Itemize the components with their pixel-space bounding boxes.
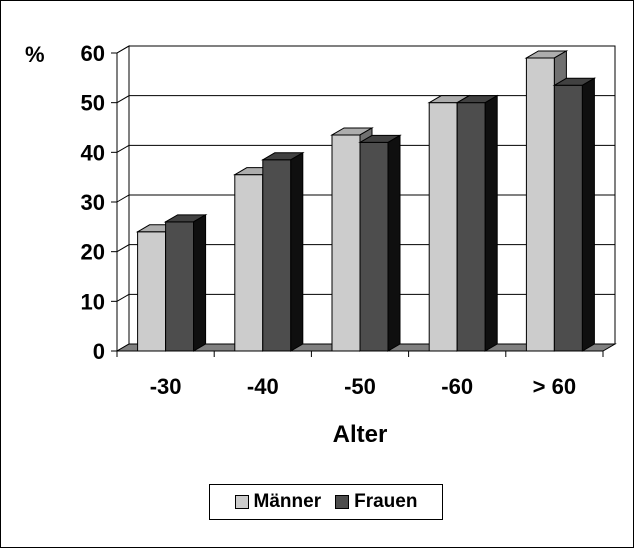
legend-swatch-maenner (234, 495, 249, 509)
bar-maenner-4 (525, 57, 555, 352)
bar-frauen-0-side (193, 213, 207, 352)
bar-maenner-2 (331, 134, 361, 352)
y-axis-ticks: 0 10 20 30 40 50 60 (81, 41, 118, 364)
bar-frauen-3-side (484, 94, 498, 352)
x-axis-title: Alter (333, 421, 388, 448)
y-tick-label: 20 (81, 240, 105, 265)
bar-frauen-3 (456, 102, 486, 352)
legend: Männer Frauen (209, 484, 443, 520)
legend-label-maenner: Männer (253, 491, 322, 512)
y-tick-label: 30 (81, 190, 105, 215)
bar-frauen-0 (165, 221, 195, 352)
legend-item-maenner: Männer (234, 491, 322, 513)
bar-maenner-1 (234, 174, 264, 352)
gridline (116, 45, 615, 54)
bar-frauen-4 (553, 84, 583, 352)
x-tick-label: -60 (441, 374, 473, 399)
bar-frauen-2 (359, 141, 389, 352)
legend-item-frauen: Frauen (335, 491, 417, 513)
x-axis-ticks: -30 -40 -50 -60 > 60 (116, 350, 604, 399)
y-tick-label: 50 (81, 91, 105, 116)
y-tick-label: 40 (81, 140, 105, 165)
bar-maenner-0 (137, 231, 167, 352)
bar-frauen-4-side (581, 77, 595, 352)
bar-frauen-2-side (387, 134, 401, 352)
y-tick-label: 0 (93, 339, 105, 364)
y-tick-label: 60 (81, 41, 105, 66)
legend-swatch-frauen (335, 495, 350, 509)
y-tick-label: 10 (81, 289, 105, 314)
legend-label-frauen: Frauen (354, 491, 418, 512)
bar-maenner-3 (428, 102, 458, 352)
bar-frauen-1 (262, 159, 292, 352)
x-tick-label: > 60 (533, 374, 576, 399)
x-tick-label: -50 (344, 374, 376, 399)
x-tick-label: -40 (247, 374, 279, 399)
bar-frauen-1-side (290, 151, 304, 352)
y-axis-unit: % (25, 42, 45, 67)
x-tick-label: -30 (150, 374, 182, 399)
